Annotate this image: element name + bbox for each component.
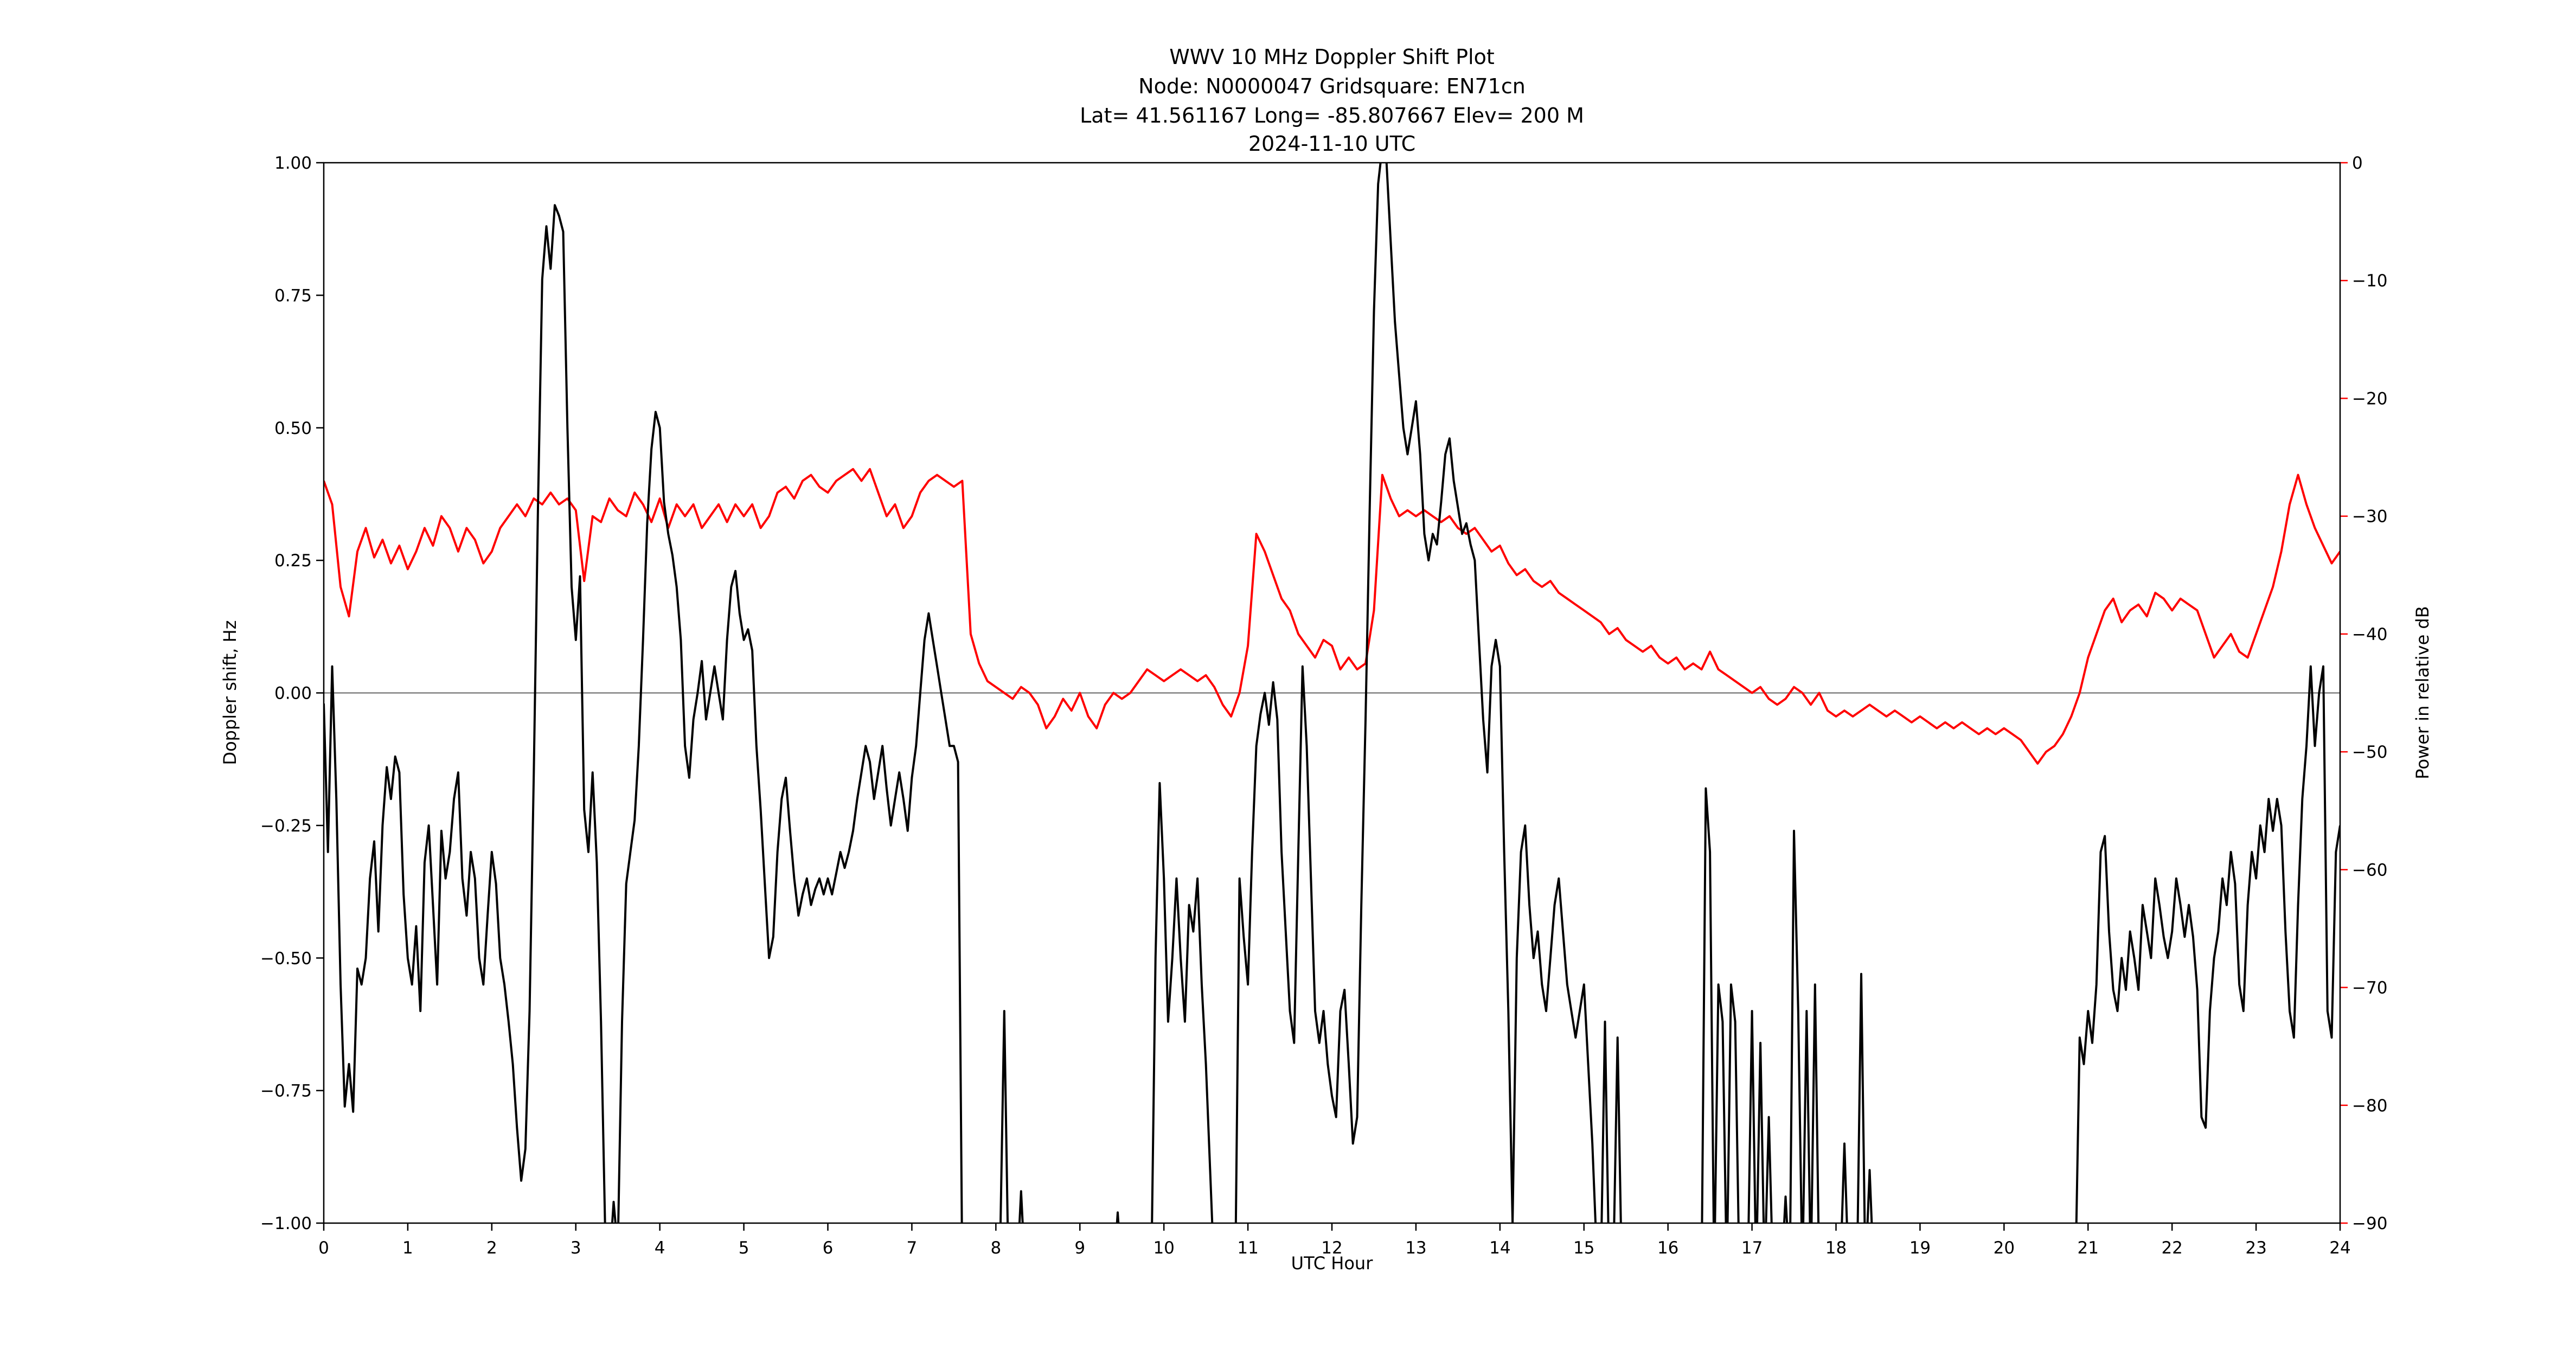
x-tick-label: 14 xyxy=(1489,1238,1510,1258)
x-tick-label: 7 xyxy=(907,1238,918,1258)
x-tick-label: 12 xyxy=(1321,1238,1342,1258)
x-tick-label: 8 xyxy=(990,1238,1001,1258)
axes-spines xyxy=(323,162,2341,1224)
right-tick-label: −30 xyxy=(2352,507,2387,527)
x-tick-label: 18 xyxy=(1825,1238,1847,1258)
x-tick-label: 6 xyxy=(823,1238,834,1258)
right-tick-label: −90 xyxy=(2352,1214,2387,1233)
x-tick-label: 9 xyxy=(1074,1238,1085,1258)
x-tick-label: 20 xyxy=(1994,1238,2015,1258)
x-tick-label: 2 xyxy=(486,1238,497,1258)
chart-subtitle-location: Lat= 41.561167 Long= -85.807667 Elev= 20… xyxy=(1080,104,1584,127)
right-tick-label: −10 xyxy=(2352,271,2387,291)
left-tick-label: 1.00 xyxy=(274,153,312,173)
chart-subtitle-node: Node: N0000047 Gridsquare: EN71cn xyxy=(1138,74,1526,98)
left-tick-label: −1.00 xyxy=(260,1214,312,1233)
left-tick-label: 0.00 xyxy=(274,684,312,703)
right-tick-label: −80 xyxy=(2352,1096,2387,1116)
x-tick-label: 19 xyxy=(1909,1238,1931,1258)
x-tick-label: 24 xyxy=(2329,1238,2350,1258)
left-axis-label: Doppler shift, Hz xyxy=(220,620,240,765)
left-tick-label: 0.25 xyxy=(274,551,312,571)
right-axis-ticks: 0 −10 −20 −30 −40 −50 −60 −70 −80 −90 xyxy=(2340,153,2387,1233)
x-tick-label: 15 xyxy=(1573,1238,1594,1258)
chart-title: WWV 10 MHz Doppler Shift Plot xyxy=(1169,45,1495,69)
plot-border xyxy=(323,162,2341,1224)
x-tick-label: 17 xyxy=(1741,1238,1763,1258)
right-tick-label: −20 xyxy=(2352,389,2387,408)
chart-subtitle-date: 2024-11-10 UTC xyxy=(1248,132,1415,156)
title-block: WWV 10 MHz Doppler Shift Plot Node: N000… xyxy=(1080,45,1584,156)
x-tick-label: 1 xyxy=(402,1238,413,1258)
x-tick-label: 5 xyxy=(739,1238,749,1258)
x-tick-label: 21 xyxy=(2078,1238,2099,1258)
left-tick-label: −0.25 xyxy=(260,816,312,836)
x-tick-label: 4 xyxy=(655,1238,665,1258)
left-axis-ticks: 1.00 0.75 0.50 0.25 0.00 −0.25 −0.50 −0.75 −1.00 xyxy=(260,153,324,1233)
x-axis-label: UTC Hour xyxy=(1291,1253,1374,1274)
x-tick-label: 10 xyxy=(1153,1238,1174,1258)
doppler-series-line xyxy=(324,163,2340,1223)
x-axis-ticks: 0 1 2 3 4 5 6 7 8 9 10 11 12 13 14 15 16 17 18 19 20 21 22 23 24 xyxy=(318,1223,2351,1258)
right-tick-label: 0 xyxy=(2352,153,2363,173)
right-tick-label: −50 xyxy=(2352,743,2387,762)
left-tick-label: −0.50 xyxy=(260,949,312,968)
power-series-line xyxy=(324,468,2340,765)
left-tick-label: −0.75 xyxy=(260,1082,312,1101)
left-tick-label: 0.50 xyxy=(274,419,312,438)
left-tick-label: 0.75 xyxy=(274,286,312,305)
x-tick-label: 3 xyxy=(571,1238,581,1258)
right-tick-label: −40 xyxy=(2352,625,2387,644)
right-tick-label: −60 xyxy=(2352,860,2387,880)
x-tick-label: 11 xyxy=(1237,1238,1258,1258)
right-tick-label: −70 xyxy=(2352,978,2387,998)
x-tick-label: 16 xyxy=(1657,1238,1678,1258)
x-tick-label: 0 xyxy=(318,1238,329,1258)
right-axis-label: Power in relative dB xyxy=(2412,606,2433,779)
x-tick-label: 22 xyxy=(2161,1238,2182,1258)
x-tick-label: 23 xyxy=(2245,1238,2266,1258)
plot-area xyxy=(324,163,2340,1223)
x-tick-label: 13 xyxy=(1405,1238,1426,1258)
